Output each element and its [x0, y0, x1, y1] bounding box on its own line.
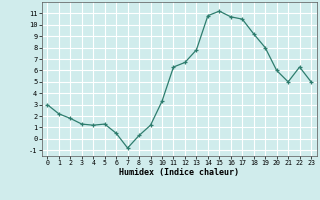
X-axis label: Humidex (Indice chaleur): Humidex (Indice chaleur) — [119, 168, 239, 177]
